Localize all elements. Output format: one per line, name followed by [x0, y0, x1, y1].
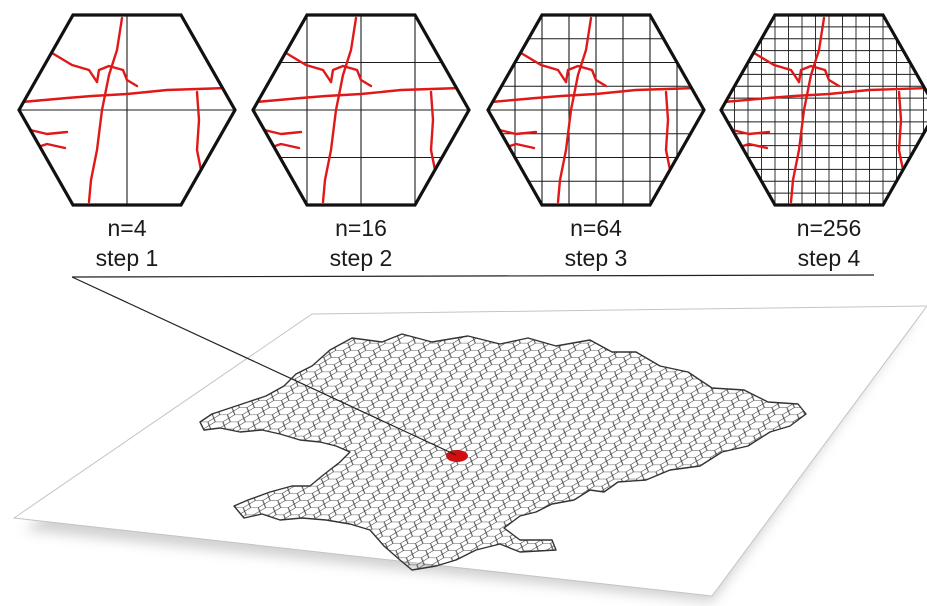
grid-lines	[488, 15, 704, 205]
road-line	[897, 90, 905, 172]
road-line	[45, 48, 99, 84]
road-line	[489, 86, 698, 104]
hexagon-content	[721, 15, 927, 205]
road-line	[722, 86, 927, 104]
hexagon-step-4: n=256 step 4	[719, 13, 927, 271]
road-line	[429, 90, 437, 172]
hexagon-border	[17, 13, 237, 207]
road-line	[20, 86, 229, 104]
road-network	[489, 16, 698, 204]
road-line	[514, 48, 568, 84]
grid-lines	[253, 15, 469, 205]
map-plane	[12, 305, 927, 602]
road-line	[195, 90, 203, 172]
road-line	[95, 64, 139, 88]
hexagon-border	[719, 13, 927, 207]
road-line	[556, 16, 593, 204]
road-line	[321, 16, 358, 204]
road-line	[564, 64, 608, 88]
road-network	[20, 16, 229, 204]
step-label: step 3	[565, 245, 628, 271]
road-line	[797, 64, 841, 88]
road-line	[254, 86, 463, 104]
road-line	[747, 48, 801, 84]
leader-line-diagonal	[71, 276, 457, 456]
road-line	[329, 64, 373, 88]
hexagon-border	[251, 13, 471, 207]
hexagon-content	[253, 15, 469, 205]
hexagon-step-1: n=4 step 1	[17, 13, 237, 271]
n-label: n=256	[797, 215, 862, 241]
step-label: step 1	[96, 245, 159, 271]
n-label: n=4	[107, 215, 146, 241]
n-label: n=16	[335, 215, 387, 241]
road-line	[87, 16, 124, 204]
hexagon-content	[19, 15, 235, 205]
step-label: step 2	[330, 245, 393, 271]
road-line	[279, 48, 333, 84]
hexagon-content	[488, 15, 704, 205]
road-network	[722, 16, 927, 204]
hexagon-border	[486, 13, 706, 207]
hexagon-step-3: n=64 step 3	[486, 13, 706, 271]
road-line	[664, 90, 672, 172]
road-line	[789, 16, 826, 204]
country-map-outline	[199, 333, 807, 571]
leader-line-horizontal	[71, 274, 875, 278]
step-label: step 4	[798, 245, 861, 271]
grid-lines	[19, 15, 235, 205]
n-label: n=64	[570, 215, 622, 241]
hexagon-steps: n=4 step 1 n=16 step 2 n=64 step 3 n=256 step 4	[17, 13, 927, 271]
hexagon-step-2: n=16 step 2	[251, 13, 471, 271]
